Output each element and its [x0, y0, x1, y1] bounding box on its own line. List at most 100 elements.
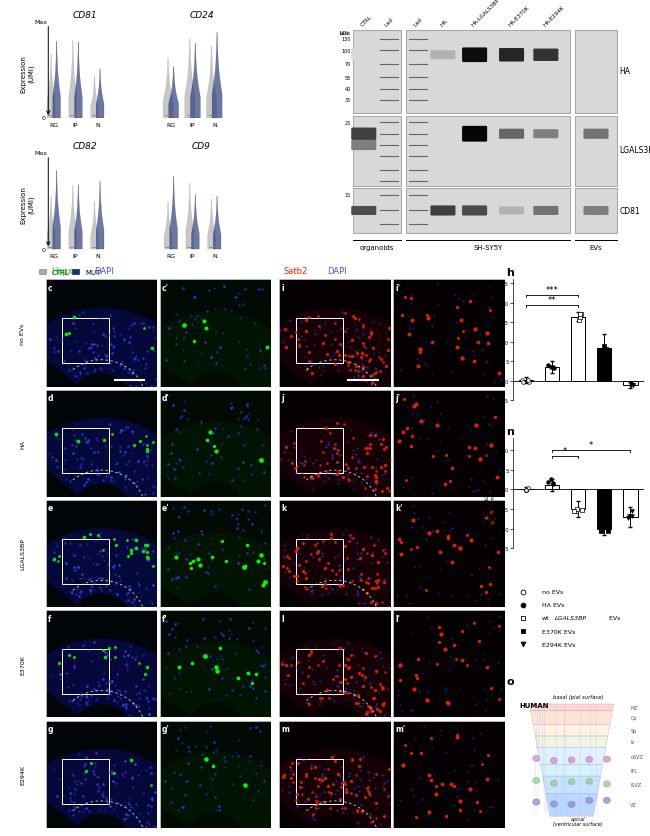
Point: [517, 376, 528, 390]
Text: E294K EVs: E294K EVs: [541, 642, 575, 647]
Point: [603, 524, 613, 538]
Text: d': d': [162, 394, 170, 402]
Polygon shape: [69, 186, 77, 250]
FancyBboxPatch shape: [406, 31, 569, 115]
Point: [572, 503, 582, 517]
Point: [628, 380, 638, 393]
Text: 0: 0: [42, 247, 46, 252]
Point: [603, 346, 613, 359]
Text: RG: RG: [166, 123, 176, 128]
Polygon shape: [531, 711, 612, 725]
Bar: [296, 539, 343, 584]
Point: [599, 340, 609, 354]
Text: no EVs: no EVs: [541, 589, 563, 594]
Text: apical
(ventricular surface): apical (ventricular surface): [553, 816, 603, 827]
Text: 100: 100: [341, 48, 350, 54]
Point: [548, 360, 558, 374]
Point: [548, 477, 558, 491]
Bar: [62, 319, 109, 364]
Polygon shape: [259, 750, 430, 836]
Circle shape: [533, 799, 540, 805]
Point: [576, 308, 586, 321]
Polygon shape: [90, 202, 98, 250]
Text: N: N: [95, 254, 99, 259]
Text: LGALS3BP: LGALS3BP: [554, 615, 587, 620]
Polygon shape: [186, 184, 194, 250]
Point: [543, 359, 553, 373]
Polygon shape: [90, 78, 98, 119]
Point: [577, 503, 587, 517]
Text: HA: HA: [439, 18, 448, 28]
Polygon shape: [53, 42, 60, 119]
Polygon shape: [213, 197, 221, 250]
Polygon shape: [47, 55, 55, 119]
Point: [624, 509, 634, 522]
Circle shape: [551, 757, 557, 763]
FancyBboxPatch shape: [430, 51, 456, 60]
FancyBboxPatch shape: [462, 127, 487, 142]
Text: RG: RG: [49, 254, 58, 259]
Polygon shape: [536, 737, 608, 747]
Text: *: *: [589, 441, 593, 450]
Text: ***: ***: [545, 286, 558, 295]
FancyBboxPatch shape: [430, 130, 456, 139]
Polygon shape: [259, 529, 430, 616]
Text: n: n: [506, 426, 514, 436]
Text: DAPI: DAPI: [94, 267, 114, 276]
Point: [597, 349, 607, 362]
Text: *: *: [563, 446, 567, 456]
Polygon shape: [69, 41, 77, 119]
Text: N: N: [212, 123, 216, 128]
Bar: [597, 349, 612, 381]
Point: [569, 504, 580, 517]
Text: oSVZ: oSVZ: [630, 754, 644, 758]
Text: IP: IP: [73, 123, 79, 128]
Polygon shape: [192, 195, 200, 250]
Polygon shape: [207, 48, 216, 119]
Point: [523, 374, 533, 387]
Text: HA-E370K: HA-E370K: [508, 5, 531, 28]
Bar: [296, 759, 343, 804]
Text: kDa: kDa: [339, 31, 350, 36]
Polygon shape: [25, 529, 197, 616]
Bar: [623, 490, 638, 517]
FancyBboxPatch shape: [584, 206, 608, 216]
Polygon shape: [139, 422, 303, 502]
Text: HA-E294K: HA-E294K: [542, 5, 565, 28]
FancyBboxPatch shape: [499, 207, 524, 215]
Text: Lad: Lad: [413, 17, 424, 28]
Text: DAPI: DAPI: [328, 267, 347, 276]
Text: N: N: [212, 254, 216, 259]
Polygon shape: [53, 171, 60, 250]
Polygon shape: [75, 186, 83, 250]
Text: l': l': [395, 614, 400, 623]
Point: [518, 585, 528, 599]
Point: [523, 482, 533, 496]
Bar: [571, 490, 585, 509]
Text: l: l: [281, 614, 284, 623]
Text: CD81: CD81: [619, 206, 640, 216]
FancyBboxPatch shape: [575, 116, 617, 186]
Point: [546, 361, 556, 375]
Point: [627, 510, 637, 523]
Bar: [571, 317, 585, 381]
Text: f: f: [47, 614, 51, 623]
Circle shape: [586, 778, 593, 784]
Text: CTRL: CTRL: [360, 14, 374, 28]
Point: [595, 523, 606, 537]
Point: [549, 362, 560, 375]
Bar: [62, 539, 109, 584]
Polygon shape: [96, 182, 104, 250]
Text: E370K EVs: E370K EVs: [541, 629, 575, 634]
Polygon shape: [163, 59, 173, 119]
Text: RG: RG: [166, 254, 176, 259]
Circle shape: [533, 756, 540, 762]
Point: [521, 484, 532, 497]
Text: Satb2: Satb2: [284, 267, 308, 276]
Point: [626, 378, 636, 391]
Text: MZ: MZ: [630, 705, 638, 710]
Text: IPL: IPL: [630, 768, 638, 773]
Text: f': f': [162, 614, 168, 623]
Text: Expression
(UMI): Expression (UMI): [21, 55, 34, 93]
FancyBboxPatch shape: [351, 129, 376, 140]
